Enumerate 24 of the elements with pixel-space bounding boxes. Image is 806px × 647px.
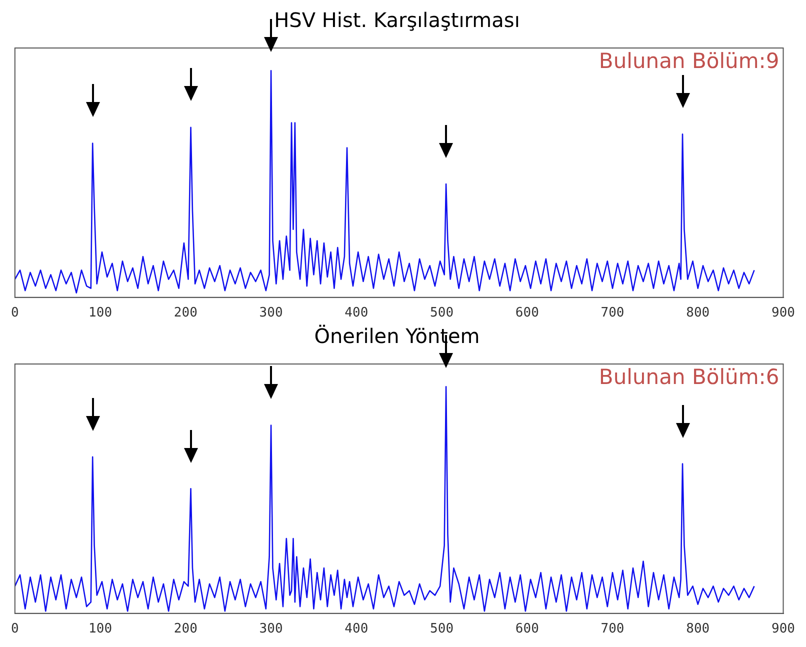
x-tick-label: 100 [88, 622, 112, 637]
x-tick-label: 600 [515, 622, 539, 637]
x-tick-label: 500 [430, 622, 454, 637]
x-tick-label: 900 [772, 306, 795, 321]
x-tick-label: 700 [600, 622, 624, 637]
chart-title: HSV Hist. Karşılaştırması [274, 8, 520, 32]
x-tick-label: 0 [11, 622, 19, 637]
annotation: Bulunan Bölüm:9 [598, 48, 780, 73]
x-tick-label: 300 [259, 306, 283, 321]
x-tick-label: 200 [174, 306, 198, 321]
x-tick-label: 500 [430, 306, 454, 321]
x-tick-label: 400 [344, 306, 368, 321]
x-tick-label: 800 [686, 622, 710, 637]
x-tick-label: 300 [259, 622, 283, 637]
x-tick-label: 200 [174, 622, 198, 637]
x-tick-label: 0 [11, 306, 19, 321]
annotation: Bulunan Bölüm:6 [598, 364, 780, 389]
chart-title: Önerilen Yöntem [314, 324, 480, 348]
x-tick-label: 600 [515, 306, 539, 321]
x-tick-label: 800 [686, 306, 710, 321]
x-tick-label: 700 [600, 306, 624, 321]
x-tick-label: 900 [772, 622, 795, 637]
x-tick-label: 400 [344, 622, 368, 637]
x-tick-label: 100 [88, 306, 112, 321]
